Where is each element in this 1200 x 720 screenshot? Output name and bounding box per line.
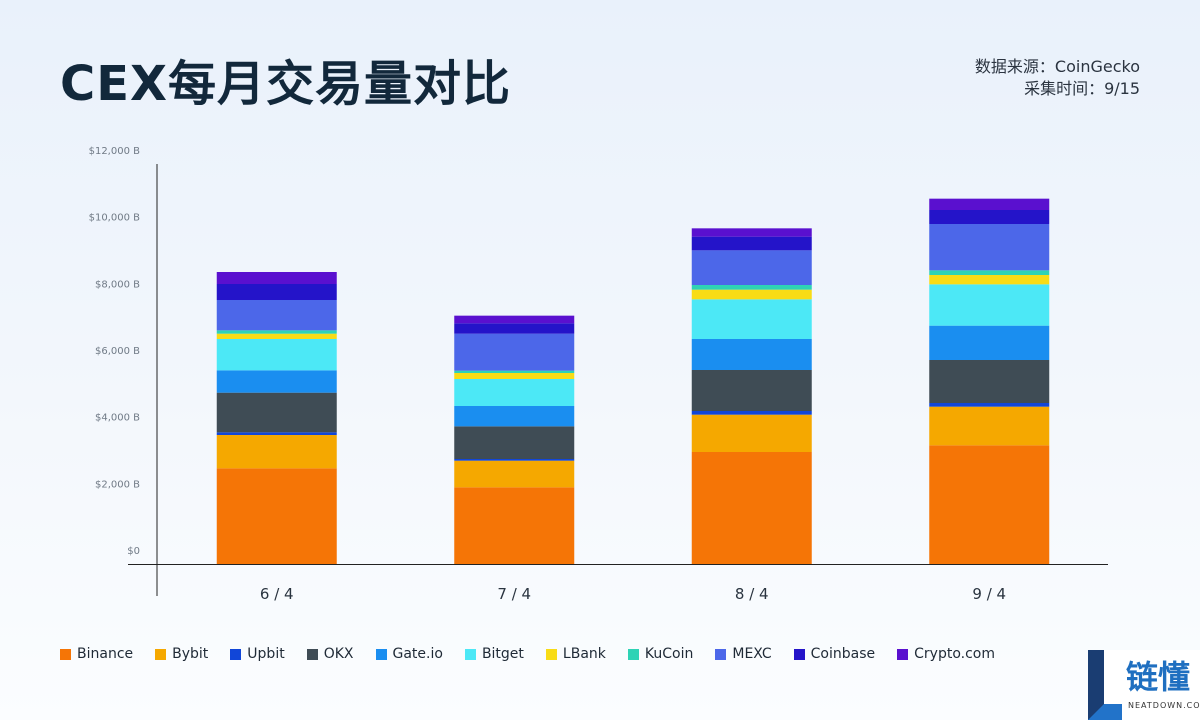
legend-swatch	[155, 648, 167, 660]
bar-segment-coinbase	[216, 284, 337, 300]
bar-segment-kucoin	[929, 270, 1050, 275]
bar-segment-upbit	[929, 403, 1050, 407]
legend-label: Upbit	[247, 646, 285, 662]
bar-segment-okx	[216, 392, 337, 433]
bar-segment-crypto-com	[454, 315, 575, 324]
legend-label: OKX	[323, 646, 354, 662]
bar-segment-binance	[691, 452, 812, 564]
legend-item: KuCoin	[627, 646, 694, 662]
bar-segment-gate-io	[691, 339, 812, 370]
bar-segment-okx	[691, 370, 812, 411]
legend-item: Gate.io	[375, 646, 443, 662]
legend-item: Coinbase	[793, 646, 876, 662]
legend-swatch	[545, 648, 557, 660]
bar-segment-mexc	[216, 300, 337, 331]
collection-time-line: 采集时间：9/15	[1024, 79, 1140, 98]
bar-segment-kucoin	[216, 330, 337, 334]
y-tick-label: $6,000 B	[95, 346, 140, 357]
bar-segment-binance	[454, 487, 575, 564]
bar-segment-bitget	[929, 284, 1050, 326]
legend-swatch	[627, 648, 639, 660]
bar-segment-gate-io	[929, 325, 1050, 360]
bar-segment-bybit	[929, 406, 1050, 446]
logo-text: 链懂	[1126, 658, 1191, 696]
bar-segment-bybit	[691, 414, 812, 452]
bar-segment-bitget	[454, 379, 575, 406]
legend-label: LBank	[562, 646, 606, 662]
bar-segment-lbank	[691, 289, 812, 300]
chart-title: CEX每月交易量对比	[60, 56, 512, 112]
legend-label: Crypto.com	[914, 646, 995, 662]
bar-segment-lbank	[216, 333, 337, 339]
legend-swatch	[60, 648, 71, 660]
legend-swatch	[375, 648, 387, 660]
bar-segment-gate-io	[454, 406, 575, 427]
legend-swatch	[897, 648, 909, 660]
neatdown-logo: 链懂 NEATDOWN.COM	[1088, 650, 1200, 720]
bar-segment-mexc	[454, 333, 575, 371]
x-category-label: 9 / 4	[972, 585, 1006, 603]
bar-segment-mexc	[929, 224, 1050, 271]
bar-segment-crypto-com	[691, 228, 812, 237]
bar-segment-crypto-com	[216, 272, 337, 284]
legend-item: Binance	[60, 646, 133, 662]
legend-swatch	[793, 648, 805, 660]
legend-label: Binance	[77, 646, 134, 662]
bar-segment-upbit	[454, 459, 575, 461]
legend-item: LBank	[545, 646, 606, 662]
bar-segment-kucoin	[691, 285, 812, 290]
legend-label: Gate.io	[392, 646, 443, 662]
legend-label: MEXC	[732, 646, 772, 662]
bar-segment-bitget	[691, 299, 812, 339]
bar-segment-okx	[454, 426, 575, 459]
legend-swatch	[306, 648, 318, 660]
legend-label: Coinbase	[810, 646, 876, 662]
bar-segment-kucoin	[454, 370, 575, 373]
bar-segment-binance	[929, 445, 1050, 564]
y-tick-label: $12,000 B	[89, 146, 141, 157]
legend-item: Upbit	[230, 646, 285, 662]
logo-subtext: NEATDOWN.COM	[1128, 701, 1200, 710]
legend-label: Bitget	[481, 646, 524, 662]
legend-item: Bitget	[464, 646, 524, 662]
bar-segment-coinbase	[691, 236, 812, 251]
source-line: 数据来源：CoinGecko	[974, 57, 1140, 76]
legend-swatch	[230, 648, 242, 660]
legend-swatch	[715, 648, 727, 660]
legend-item: OKX	[306, 646, 354, 662]
bar-segment-coinbase	[454, 323, 575, 334]
bar-segment-okx	[929, 360, 1050, 403]
bar-segment-bybit	[454, 460, 575, 488]
logo-mark-icon	[1088, 650, 1122, 720]
bar-segment-gate-io	[216, 370, 337, 393]
y-tick-label: $2,000 B	[95, 479, 140, 490]
bar-segment-binance	[216, 468, 337, 564]
bar-segment-lbank	[454, 373, 575, 379]
x-category-label: 6 / 4	[260, 585, 294, 603]
legend-item: Crypto.com	[897, 646, 995, 662]
bar-segment-lbank	[929, 275, 1050, 285]
source-info: 数据来源：CoinGecko 采集时间：9/15	[975, 56, 1140, 100]
x-category-label: 7 / 4	[497, 585, 531, 603]
legend-item: Bybit	[155, 646, 208, 662]
bar-segment-coinbase	[929, 210, 1050, 224]
y-tick-label: $10,000 B	[89, 213, 141, 224]
bar-segment-upbit	[216, 432, 337, 435]
y-tick-label: $8,000 B	[95, 279, 140, 290]
bar-segment-crypto-com	[929, 198, 1050, 210]
legend-label: KuCoin	[644, 646, 694, 662]
legend-swatch	[464, 648, 476, 660]
bar-segment-mexc	[691, 250, 812, 285]
legend-label: Bybit	[172, 646, 209, 662]
x-category-label: 8 / 4	[735, 585, 769, 603]
legend-item: MEXC	[715, 646, 772, 662]
bar-segment-bybit	[216, 435, 337, 469]
bar-segment-upbit	[691, 411, 812, 415]
legend: Binance Bybit Upbit OKX Gate.io Bitget LBank Ku…	[60, 646, 1017, 662]
bar-segment-bitget	[216, 339, 337, 371]
y-tick-label: $0	[127, 546, 140, 557]
y-tick-label: $4,000 B	[95, 413, 140, 424]
